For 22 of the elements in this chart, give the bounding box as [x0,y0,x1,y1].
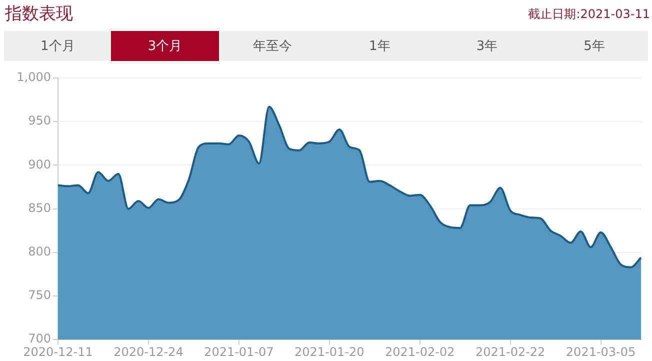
x-tick-label: 2021-02-22 [475,344,546,359]
text: 年至今 [252,38,293,56]
y-tick-label: 1,000 [16,70,51,84]
x-tick-label: 2020-12-24 [114,344,184,359]
x-tick-label: 2021-01-07 [204,344,274,359]
y-tick-label: 700 [28,332,51,346]
y-tick-label: 850 [28,200,51,215]
y-tick-label: 750 [28,288,51,302]
text: 截止日期:2021-03-11 [528,6,650,23]
y-tick-label: 800 [28,244,51,259]
x-tick-label: 2021-01-20 [294,344,364,359]
text: 3年 [475,38,499,56]
chart-title: 指数表现 [5,3,73,25]
text: 5年 [582,38,606,56]
x-tick-label: 2020-12-11 [23,344,93,359]
text: 3个月 [111,31,219,61]
y-tick-label: 950 [28,114,51,128]
x-tick-label: 2021-02-02 [384,344,455,359]
y-tick-label: 900 [28,157,51,172]
text: 1年 [368,38,392,56]
text: 1个月 [40,38,76,56]
x-tick-label: 2021-03-05 [566,344,636,359]
